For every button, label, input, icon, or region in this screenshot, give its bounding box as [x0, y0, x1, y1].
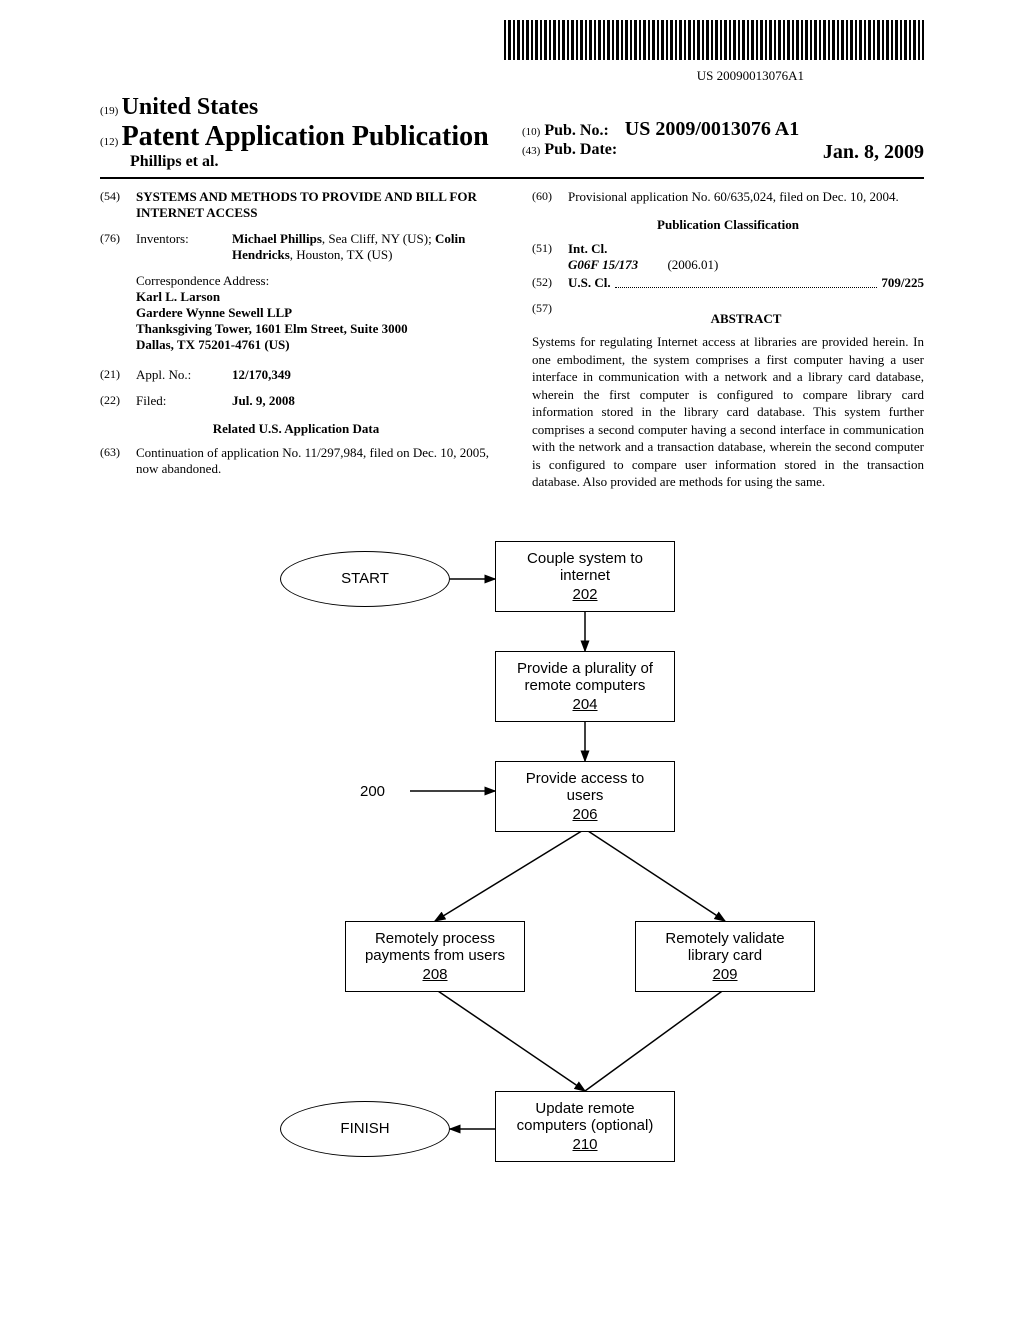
prov-code: (60) [532, 189, 568, 205]
filed: Jul. 9, 2008 [232, 393, 492, 409]
corr-city: Dallas, TX 75201-4761 (US) [136, 337, 492, 353]
right-column: (60) Provisional application No. 60/635,… [532, 189, 924, 491]
flowchart-node-n210: Update remote computers (optional)210 [495, 1091, 675, 1162]
pub-date-line: (43) Pub. Date: Jan. 8, 2009 [522, 141, 924, 164]
pub-date-label: Pub. Date: [544, 141, 617, 158]
uscl-label: U.S. Cl. [568, 275, 611, 291]
corr-firm: Gardere Wynne Sewell LLP [136, 305, 492, 321]
flowchart-node-n202: Couple system to internet202 [495, 541, 675, 612]
inventors: Michael Phillips, Sea Cliff, NY (US); Co… [232, 231, 492, 263]
barcode-number: US 20090013076A1 [100, 68, 924, 84]
appl-label: Appl. No.: [136, 367, 232, 383]
cont-text: Continuation of application No. 11/297,9… [136, 445, 492, 477]
title-code: (54) [100, 189, 136, 221]
pub-no-line: (10) Pub. No.: US 2009/0013076 A1 [522, 118, 924, 141]
intcl-content: Int. Cl. G06F 15/173 (2006.01) [568, 241, 924, 273]
title-row: (54) SYSTEMS AND METHODS TO PROVIDE AND … [100, 189, 492, 221]
correspondence-block: Correspondence Address: Karl L. Larson G… [136, 273, 492, 353]
pub-no: US 2009/0013076 A1 [625, 118, 799, 140]
corr-street: Thanksgiving Tower, 1601 Elm Street, Sui… [136, 321, 492, 337]
intcl-row: (51) Int. Cl. G06F 15/173 (2006.01) [532, 241, 924, 273]
pub-type-code: (12) [100, 136, 118, 148]
flowchart-node-label200: 200 [360, 783, 385, 800]
cont-code: (63) [100, 445, 136, 477]
abstract-heading: ABSTRACT [568, 311, 924, 327]
continuation-row: (63) Continuation of application No. 11/… [100, 445, 492, 477]
abstract-text: Systems for regulating Internet access a… [532, 333, 924, 491]
intcl-val: G06F 15/173 [568, 257, 638, 272]
appl-row: (21) Appl. No.: 12/170,349 [100, 367, 492, 383]
uscl-content: U.S. Cl. 709/225 [568, 275, 924, 291]
provisional-row: (60) Provisional application No. 60/635,… [532, 189, 924, 205]
country: United States [122, 94, 259, 120]
flowchart-node-finish: FINISH [280, 1101, 450, 1157]
uscl-val: 709/225 [881, 275, 924, 291]
barcode-graphic [504, 20, 924, 60]
flowchart-node-n208: Remotely process payments from users208 [345, 921, 525, 992]
prov-text: Provisional application No. 60/635,024, … [568, 189, 924, 205]
filed-row: (22) Filed: Jul. 9, 2008 [100, 393, 492, 409]
corr-name: Karl L. Larson [136, 289, 492, 305]
flowchart-node-n209: Remotely validate library card209 [635, 921, 815, 992]
intcl-year: (2006.01) [667, 257, 718, 272]
appl-no: 12/170,349 [232, 367, 492, 383]
abstract-code: (57) [532, 301, 568, 333]
flowchart: START Couple system to internet202 Provide… [100, 531, 924, 1231]
authors: Phillips et al. [100, 153, 502, 171]
header-left: (19) United States (12) Patent Applicati… [100, 94, 502, 171]
dotted-leader [615, 275, 878, 288]
pub-no-code: (10) [522, 126, 540, 138]
inventors-code: (76) [100, 231, 136, 263]
flowchart-node-n204: Provide a plurality of remote computers2… [495, 651, 675, 722]
title: SYSTEMS AND METHODS TO PROVIDE AND BILL … [136, 189, 492, 221]
filed-code: (22) [100, 393, 136, 409]
filed-label: Filed: [136, 393, 232, 409]
flowchart-node-n206: Provide access to users206 [495, 761, 675, 832]
pub-no-label: Pub. No.: [544, 122, 608, 139]
pub-type-line: (12) Patent Application Publication [100, 121, 502, 153]
intcl-code: (51) [532, 241, 568, 273]
uscl-row: (52) U.S. Cl. 709/225 [532, 275, 924, 291]
appl-code: (21) [100, 367, 136, 383]
barcode-block [100, 20, 924, 64]
header-right: (10) Pub. No.: US 2009/0013076 A1 (43) P… [502, 94, 924, 171]
pub-date-code: (43) [522, 145, 540, 157]
uscl-code: (52) [532, 275, 568, 291]
body-columns: (54) SYSTEMS AND METHODS TO PROVIDE AND … [100, 189, 924, 491]
pub-type: Patent Application Publication [122, 121, 489, 152]
inventors-row: (76) Inventors: Michael Phillips, Sea Cl… [100, 231, 492, 263]
abstract-heading-row: (57) ABSTRACT [532, 301, 924, 333]
left-column: (54) SYSTEMS AND METHODS TO PROVIDE AND … [100, 189, 492, 491]
corr-label: Correspondence Address: [136, 273, 492, 289]
intcl-label: Int. Cl. [568, 241, 607, 256]
header: (19) United States (12) Patent Applicati… [100, 94, 924, 179]
country-code: (19) [100, 105, 118, 117]
inventors-label: Inventors: [136, 231, 232, 263]
related-heading: Related U.S. Application Data [100, 421, 492, 437]
flowchart-node-start: START [280, 551, 450, 607]
country-line: (19) United States [100, 94, 502, 121]
class-heading: Publication Classification [532, 217, 924, 233]
pub-date: Jan. 8, 2009 [823, 141, 924, 164]
